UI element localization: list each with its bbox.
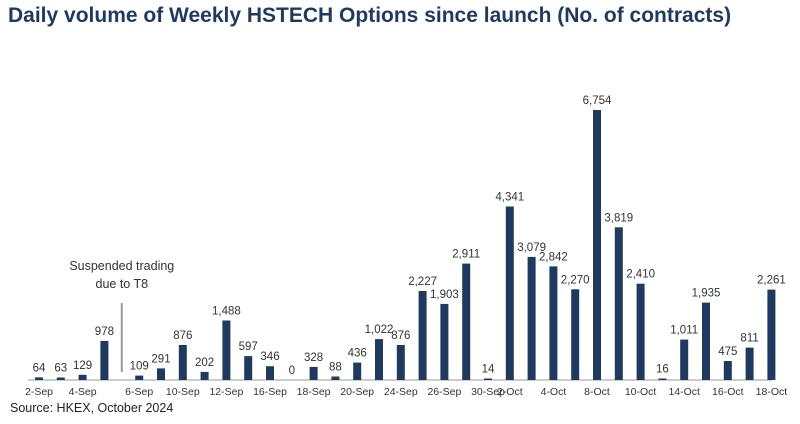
data-label-11-Sep: 202 (195, 357, 214, 369)
data-label-20-Sep: 436 (348, 348, 367, 360)
source-note: Source: HKEX, October 2024 (10, 401, 174, 415)
data-label-16-Oct: 475 (718, 346, 737, 358)
x-tick-label-18-Sep: 18-Sep (297, 386, 331, 398)
bar-6-Sep (135, 375, 144, 380)
bar-27-Sep (462, 263, 471, 380)
data-label-7-Oct: 2,270 (561, 274, 590, 286)
data-label-19-Sep: 88 (329, 362, 342, 374)
bar-9-Oct (614, 227, 623, 380)
x-tick-label-8-Oct: 8-Oct (584, 386, 610, 398)
bar-3-Oct (527, 256, 536, 380)
bar-13-Sep (244, 356, 253, 380)
bar-5-Sep (100, 340, 109, 380)
data-label-25-Sep: 2,227 (408, 276, 437, 288)
bar-17-Oct (745, 347, 754, 380)
bar-18-Sep (309, 366, 318, 380)
data-label-17-Oct: 811 (740, 333, 758, 345)
data-label-16-Sep: 346 (260, 351, 279, 363)
bar-9-Sep (157, 368, 165, 380)
x-tick-label-24-Sep: 24-Sep (384, 386, 418, 398)
data-label-8-Oct: 6,754 (583, 95, 612, 107)
bar-16-Sep (266, 366, 274, 380)
data-label-24-Sep: 876 (391, 330, 410, 342)
data-label-9-Sep: 291 (151, 353, 170, 365)
bar-12-Sep (222, 320, 231, 380)
data-label-14-Oct: 1,011 (670, 325, 698, 337)
chart-title: Daily volume of Weekly HSTECH Options si… (8, 4, 732, 27)
data-label-2-Oct: 4,341 (495, 192, 524, 204)
bar-10-Oct (636, 283, 645, 380)
data-label-5-Sep: 978 (95, 326, 114, 338)
data-label-17-Sep: 0 (289, 365, 295, 377)
data-label-18-Oct: 2,261 (757, 275, 786, 287)
x-tick-label-10-Sep: 10-Sep (166, 386, 200, 398)
bar-8-Oct (593, 110, 601, 380)
x-tick-label-2-Sep: 2-Sep (25, 386, 53, 398)
data-label-2-Sep: 64 (33, 362, 46, 374)
bar-2-Oct (505, 206, 514, 380)
data-label-6-Sep: 109 (130, 361, 149, 373)
bar-7-Oct (571, 289, 580, 380)
x-tick-label-4-Oct: 4-Oct (541, 386, 567, 398)
bar-26-Sep (440, 303, 449, 380)
data-label-4-Sep: 129 (73, 360, 92, 372)
data-label-11-Oct: 16 (656, 364, 669, 376)
data-label-27-Sep: 2,911 (452, 249, 480, 261)
bar-18-Oct (767, 289, 776, 380)
data-label-26-Sep: 1,903 (430, 289, 459, 301)
bar-20-Sep (353, 362, 362, 380)
data-label-9-Oct: 3,819 (604, 212, 633, 224)
x-tick-label-2-Oct: 2-Oct (497, 386, 523, 398)
data-label-10-Sep: 876 (173, 330, 192, 342)
bar-30-Sep (484, 378, 492, 380)
x-tick-label-12-Sep: 12-Sep (209, 386, 243, 398)
bar-16-Oct (723, 361, 732, 380)
data-label-3-Oct: 3,079 (517, 242, 546, 254)
bar-14-Oct (680, 339, 689, 380)
bar-11-Oct (658, 378, 667, 380)
bar-2-Sep (35, 377, 43, 380)
bar-23-Sep (375, 339, 383, 380)
data-label-10-Oct: 2,410 (626, 269, 655, 281)
data-label-12-Sep: 1,488 (212, 306, 241, 318)
data-label-30-Sep: 14 (482, 364, 495, 376)
data-label-15-Oct: 1,935 (692, 288, 721, 300)
data-label-18-Sep: 328 (304, 352, 323, 364)
bar-15-Oct (702, 302, 710, 380)
data-label-13-Sep: 597 (239, 341, 258, 353)
bar-19-Sep (331, 376, 340, 380)
bar-3-Sep (56, 377, 65, 380)
bar-25-Sep (418, 291, 427, 380)
bar-4-Oct (549, 266, 558, 380)
bar-24-Sep (396, 345, 405, 380)
bar-10-Sep (178, 345, 187, 380)
x-tick-label-10-Oct: 10-Oct (625, 386, 657, 398)
annotation-line-2: due to T8 (96, 277, 149, 291)
annotation-line-1: Suspended trading (69, 259, 174, 273)
data-label-23-Sep: 1,022 (365, 324, 394, 336)
bar-11-Sep (200, 371, 209, 380)
x-tick-label-18-Oct: 18-Oct (756, 386, 788, 398)
x-tick-label-30-Sep: 30-Sep (471, 386, 505, 398)
x-tick-label-6-Sep: 6-Sep (125, 386, 153, 398)
x-tick-label-20-Sep: 20-Sep (340, 386, 374, 398)
data-label-3-Sep: 63 (54, 363, 67, 375)
bar-4-Sep (78, 374, 87, 380)
data-label-4-Oct: 2,842 (539, 251, 568, 263)
x-tick-label-16-Sep: 16-Sep (253, 386, 287, 398)
x-tick-label-16-Oct: 16-Oct (712, 386, 744, 398)
x-tick-label-4-Sep: 4-Sep (69, 386, 97, 398)
x-tick-label-26-Sep: 26-Sep (427, 386, 461, 398)
x-tick-label-14-Oct: 14-Oct (668, 386, 700, 398)
